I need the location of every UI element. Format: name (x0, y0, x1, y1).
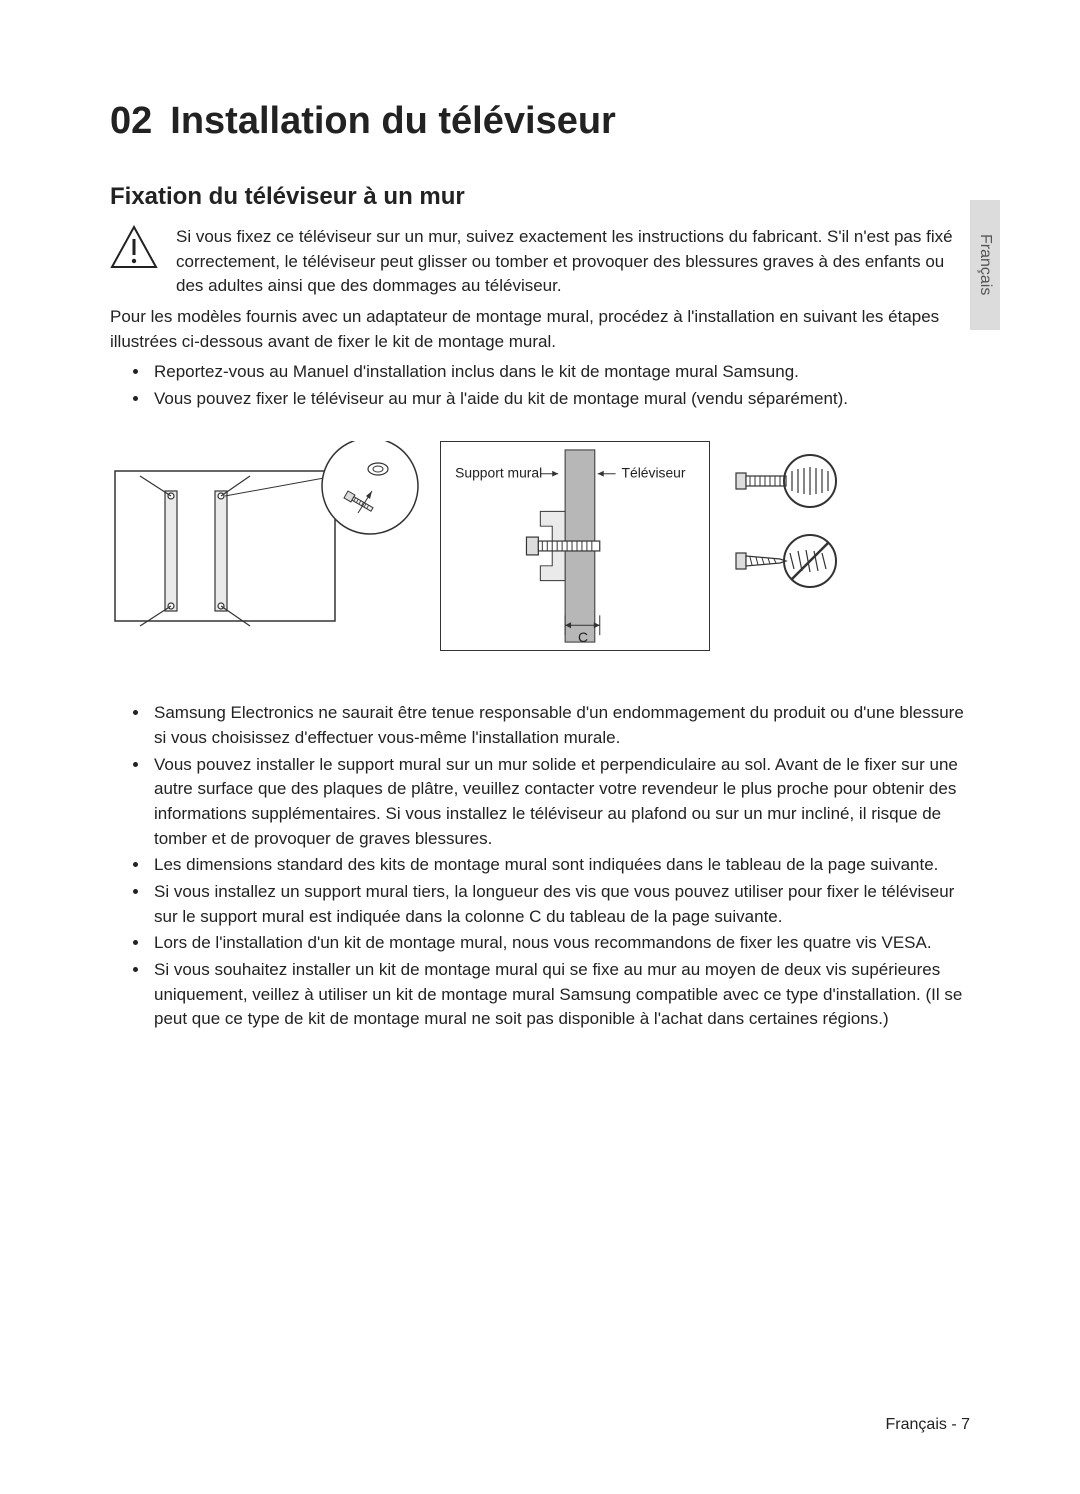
chapter-heading: 02 Installation du téléviseur (110, 100, 970, 143)
list-item: Lors de l'installation d'un kit de monta… (150, 931, 970, 956)
list-item: Vous pouvez installer le support mural s… (150, 753, 970, 852)
list-item: Les dimensions standard des kits de mont… (150, 853, 970, 878)
intro-text: Pour les modèles fournis avec un adaptat… (110, 305, 970, 354)
chapter-number: 02 (110, 100, 152, 142)
figure-screw-types (730, 441, 840, 651)
top-bullet-list: Reportez-vous au Manuel d'installation i… (110, 360, 970, 411)
bottom-bullet-list: Samsung Electronics ne saurait être tenu… (110, 701, 970, 1031)
warning-text: Si vous fixez ce téléviseur sur un mur, … (176, 225, 970, 299)
figure-row: Support mural Téléviseur C (110, 441, 970, 651)
label-support: Support mural (455, 465, 542, 481)
list-item: Si vous installez un support mural tiers… (150, 880, 970, 929)
section-heading: Fixation du téléviseur à un mur (110, 183, 970, 211)
label-tv: Téléviseur (622, 465, 686, 481)
warning-icon (110, 225, 158, 299)
page-footer: Français - 7 (886, 1416, 970, 1434)
list-item: Vous pouvez fixer le téléviseur au mur à… (150, 387, 970, 412)
language-tab: Français (970, 200, 1000, 330)
language-tab-label: Français (976, 234, 994, 295)
chapter-title: Installation du téléviseur (170, 100, 616, 142)
label-c: C (578, 630, 588, 646)
page: Français 02 Installation du téléviseur Fi… (0, 0, 1080, 1494)
list-item: Samsung Electronics ne saurait être tenu… (150, 701, 970, 750)
figure-cross-section: Support mural Téléviseur C (440, 441, 710, 651)
figure-tv-brackets (110, 441, 420, 651)
list-item: Si vous souhaitez installer un kit de mo… (150, 958, 970, 1032)
warning-block: Si vous fixez ce téléviseur sur un mur, … (110, 225, 970, 299)
list-item: Reportez-vous au Manuel d'installation i… (150, 360, 970, 385)
